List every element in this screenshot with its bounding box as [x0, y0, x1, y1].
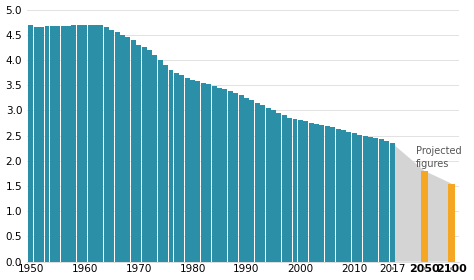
Bar — [179, 75, 184, 262]
Bar — [72, 25, 76, 262]
Bar — [233, 93, 238, 262]
Bar — [346, 132, 351, 262]
Bar — [190, 80, 195, 262]
Bar — [185, 78, 190, 262]
Bar — [298, 120, 303, 262]
Bar — [421, 171, 428, 262]
Bar — [374, 138, 378, 262]
Bar — [201, 83, 206, 262]
Bar — [260, 105, 265, 262]
Bar — [368, 137, 373, 262]
Bar — [244, 98, 249, 262]
Bar — [217, 88, 222, 262]
Bar — [195, 81, 201, 262]
Bar — [136, 45, 141, 262]
Bar — [55, 26, 60, 262]
Bar — [384, 141, 389, 262]
Bar — [341, 130, 346, 262]
Bar — [314, 123, 319, 262]
Bar — [61, 26, 65, 262]
Bar — [152, 55, 157, 262]
Bar — [163, 65, 168, 262]
Bar — [50, 26, 55, 262]
Bar — [303, 122, 308, 262]
Bar — [34, 27, 39, 262]
Bar — [212, 86, 217, 262]
Bar — [238, 95, 244, 262]
Bar — [88, 25, 92, 262]
Bar — [255, 103, 260, 262]
Bar — [390, 143, 394, 262]
Bar — [126, 37, 130, 262]
Bar — [120, 35, 125, 262]
Bar — [228, 91, 233, 262]
Bar — [287, 118, 292, 262]
Bar — [206, 84, 211, 262]
Bar — [325, 125, 330, 262]
Bar — [282, 115, 287, 262]
Bar — [109, 30, 114, 262]
Bar — [142, 47, 146, 262]
Bar — [77, 25, 82, 262]
Bar — [309, 123, 314, 262]
Bar — [319, 125, 324, 262]
Bar — [352, 133, 357, 262]
Bar — [82, 25, 87, 262]
Bar — [45, 26, 49, 262]
Bar — [222, 89, 228, 262]
Bar — [39, 27, 44, 262]
Bar — [147, 50, 152, 262]
Bar — [276, 113, 281, 262]
Bar — [448, 183, 455, 262]
Bar — [66, 26, 71, 262]
Text: Projected
figures: Projected figures — [416, 146, 462, 169]
Bar — [249, 100, 255, 262]
Bar — [99, 25, 103, 262]
Bar — [115, 32, 119, 262]
Bar — [271, 110, 276, 262]
Bar — [174, 73, 179, 262]
Bar — [357, 135, 362, 262]
Bar — [363, 136, 367, 262]
Bar — [169, 70, 173, 262]
Bar — [104, 27, 109, 262]
Bar — [158, 60, 163, 262]
Bar — [379, 139, 384, 262]
Bar — [93, 25, 98, 262]
Bar — [131, 40, 136, 262]
Bar — [265, 108, 271, 262]
Bar — [292, 120, 298, 262]
Bar — [330, 127, 335, 262]
Polygon shape — [392, 143, 451, 262]
Bar — [336, 129, 341, 262]
Bar — [28, 25, 33, 262]
